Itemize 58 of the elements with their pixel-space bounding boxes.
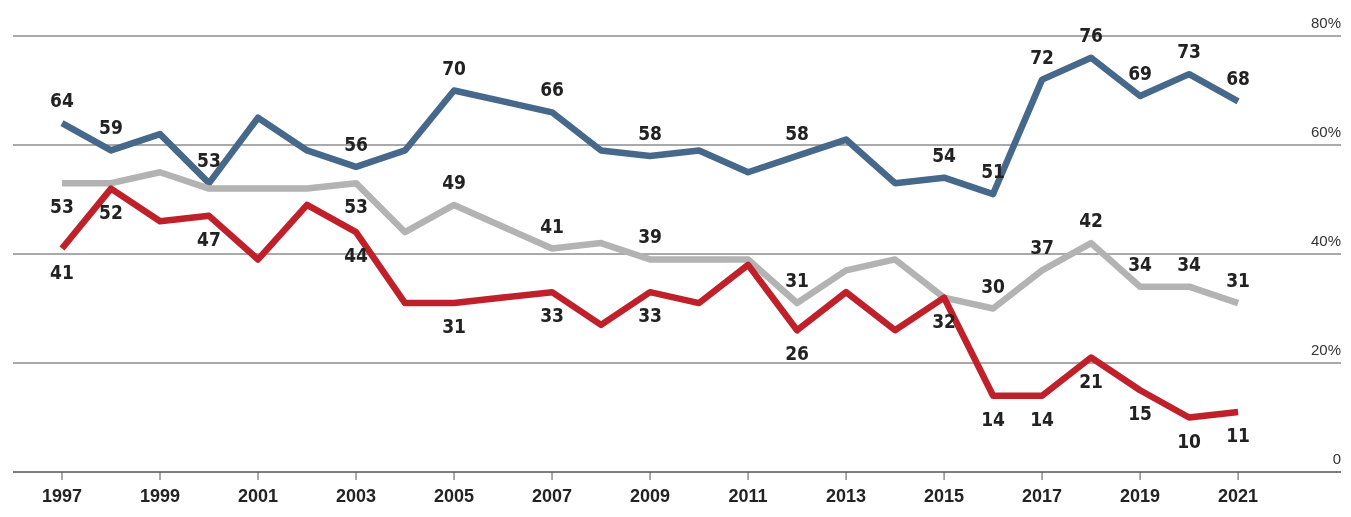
data-label: 54: [932, 143, 957, 166]
data-label: 56: [344, 132, 368, 155]
x-tick-label: 1997: [41, 486, 83, 506]
data-label: 41: [540, 214, 564, 237]
data-label: 49: [442, 170, 466, 193]
data-label: 33: [540, 304, 564, 327]
data-label: 64: [50, 89, 74, 112]
data-label: 34: [1177, 252, 1202, 275]
data-label: 53: [197, 149, 221, 172]
x-tick-label: 2011: [728, 486, 768, 506]
data-label: 11: [1226, 424, 1250, 447]
x-tick-label: 1999: [139, 486, 181, 506]
data-label: 42: [1079, 209, 1103, 232]
data-label: 39: [638, 225, 662, 248]
x-tick-label: 2019: [1120, 486, 1161, 506]
y-tick-label: 40%: [1310, 232, 1341, 249]
data-label: 14: [1030, 407, 1055, 430]
data-label: 31: [785, 269, 809, 292]
data-label: 31: [1226, 269, 1250, 292]
x-tick-label: 2017: [1022, 486, 1063, 506]
data-label: 76: [1079, 23, 1103, 46]
data-label: 53: [50, 195, 74, 218]
data-label: 58: [638, 121, 662, 144]
x-tick-label: 2013: [826, 486, 867, 506]
y-tick-label: 80%: [1310, 14, 1341, 31]
data-label: 26: [785, 342, 809, 365]
data-label: 34: [1128, 252, 1153, 275]
data-label: 14: [981, 407, 1006, 430]
data-label: 44: [344, 244, 369, 267]
y-tick-label: 0: [1332, 450, 1341, 467]
data-label: 47: [197, 227, 221, 250]
data-label: 70: [442, 56, 467, 79]
data-label: 59: [99, 116, 123, 139]
x-tick-label: 2001: [238, 486, 279, 506]
data-label: 31: [442, 315, 466, 338]
data-label: 30: [981, 274, 1006, 297]
x-tick-label: 2015: [924, 486, 965, 506]
data-label: 33: [638, 304, 662, 327]
y-tick-label: 60%: [1310, 123, 1341, 140]
data-label: 21: [1079, 369, 1103, 392]
data-label: 53: [344, 195, 368, 218]
x-tick-label: 2009: [630, 486, 671, 506]
data-label: 72: [1030, 45, 1054, 68]
data-label: 58: [785, 121, 809, 144]
data-label: 15: [1128, 402, 1152, 425]
data-label: 73: [1177, 40, 1201, 63]
data-label: 68: [1226, 67, 1250, 90]
data-label: 69: [1128, 61, 1152, 84]
data-label: 10: [1177, 429, 1202, 452]
y-tick-label: 20%: [1310, 341, 1341, 358]
data-label: 66: [540, 78, 564, 101]
data-label: 41: [50, 260, 74, 283]
x-tick-label: 2005: [434, 486, 475, 506]
x-tick-label: 2003: [336, 486, 377, 506]
data-label: 37: [1030, 236, 1054, 259]
data-label: 52: [99, 200, 123, 223]
x-tick-label: 2007: [532, 486, 573, 506]
x-tick-label: 2021: [1218, 486, 1259, 506]
